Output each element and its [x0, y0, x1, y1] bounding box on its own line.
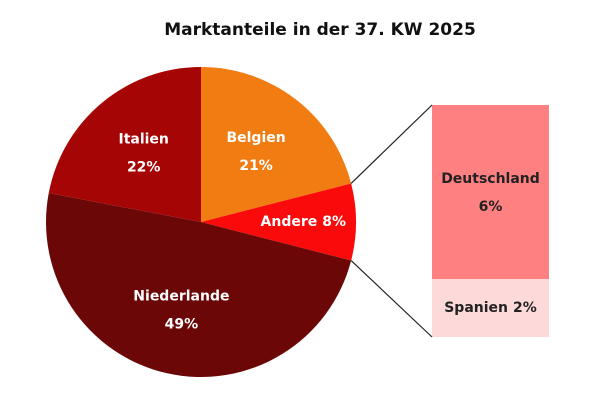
slice-label-value: 22%	[127, 160, 161, 176]
bar-segment	[432, 105, 549, 279]
slice-label-value: 49%	[165, 317, 199, 333]
bar-label-value: 6%	[479, 199, 503, 215]
slice-label-name: Belgien	[226, 130, 285, 146]
slice-label: Andere 8%	[261, 214, 347, 230]
bar-segment	[432, 279, 549, 337]
chart-title: Marktanteile in der 37. KW 2025	[164, 20, 476, 40]
bar-label-name: Deutschland	[441, 171, 540, 187]
slice-label: Belgien 21%	[226, 130, 285, 174]
bar-label: Deutschland 6%	[441, 171, 540, 215]
slice-label-name: Niederlande	[133, 289, 229, 305]
slice-label-value: 8%	[322, 214, 346, 230]
slice-label: Niederlande 49%	[133, 289, 229, 333]
slice-label-name: Andere	[261, 214, 318, 230]
bar-label-value: 2%	[513, 300, 537, 316]
bar-label: Spanien 2%	[444, 300, 537, 316]
pie-slice	[201, 67, 352, 222]
connector-line	[350, 260, 433, 338]
slice-label-name: Italien	[118, 132, 168, 148]
pie-slice	[45, 192, 352, 378]
pie-slice	[48, 67, 201, 222]
slice-label: Italien 22%	[118, 132, 168, 176]
slice-label-value: 21%	[239, 158, 273, 174]
bar-label-name: Spanien	[444, 300, 508, 316]
pie-slice	[201, 183, 357, 261]
connector-line	[350, 104, 433, 184]
